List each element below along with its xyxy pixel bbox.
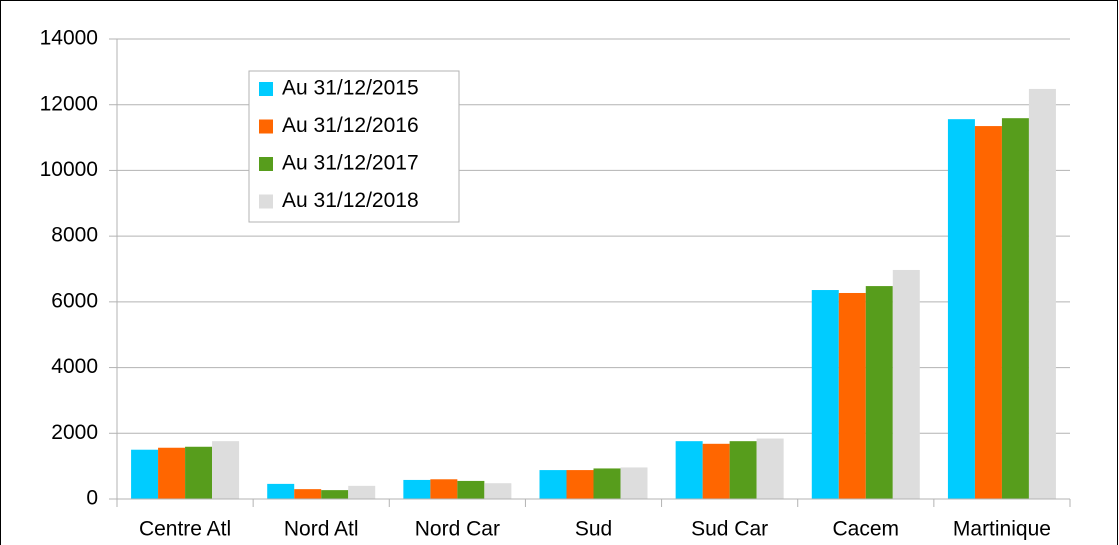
legend-label: Au 31/12/2018 — [282, 189, 419, 212]
x-tick-label: Nord Car — [415, 518, 500, 541]
legend-label: Au 31/12/2015 — [282, 77, 419, 100]
y-tick-label: 14000 — [40, 27, 98, 50]
y-tick-label: 0 — [86, 487, 98, 510]
x-tick-label: Nord Atl — [284, 518, 359, 541]
legend-swatch — [259, 157, 273, 171]
bar — [620, 467, 648, 499]
legend-swatch — [259, 194, 273, 209]
bar — [892, 269, 920, 499]
bar — [158, 447, 186, 499]
bar — [294, 489, 322, 499]
bar — [974, 126, 1002, 500]
bar — [702, 443, 730, 499]
bar — [729, 441, 757, 499]
x-tick-label: Cacem — [833, 518, 900, 541]
y-tick-label: 4000 — [51, 355, 98, 378]
bar — [430, 479, 458, 499]
legend-box — [248, 70, 460, 223]
bar — [131, 449, 159, 499]
bar — [403, 479, 431, 499]
y-tick-label: 12000 — [40, 92, 98, 115]
bar — [1001, 118, 1029, 499]
bar — [348, 485, 376, 499]
bar — [1028, 88, 1056, 499]
bar — [811, 290, 839, 499]
x-tick-label: Sud Car — [691, 518, 768, 541]
y-tick-label: 8000 — [51, 224, 98, 247]
legend-label: Au 31/12/2016 — [282, 114, 419, 137]
x-tick-label: Centre Atl — [139, 518, 231, 541]
bar — [566, 470, 594, 499]
y-tick-label: 10000 — [40, 158, 98, 181]
bar — [212, 441, 240, 499]
y-tick-label: 6000 — [51, 289, 98, 312]
bar — [267, 483, 295, 499]
bar — [539, 470, 567, 499]
bar — [838, 292, 866, 499]
legend-label: Au 31/12/2017 — [282, 152, 419, 175]
bar — [756, 438, 784, 499]
y-tick-label: 2000 — [51, 421, 98, 444]
bar — [947, 119, 975, 500]
x-tick-label: Martinique — [953, 518, 1051, 541]
bar — [185, 446, 213, 499]
x-tick-label: Sud — [575, 518, 612, 541]
bar — [865, 286, 893, 499]
bar — [593, 468, 621, 499]
bar — [484, 483, 512, 499]
legend-swatch — [259, 82, 273, 96]
bar — [321, 490, 349, 499]
bar — [457, 480, 485, 499]
legend-swatch — [259, 119, 273, 134]
bar — [675, 441, 703, 499]
